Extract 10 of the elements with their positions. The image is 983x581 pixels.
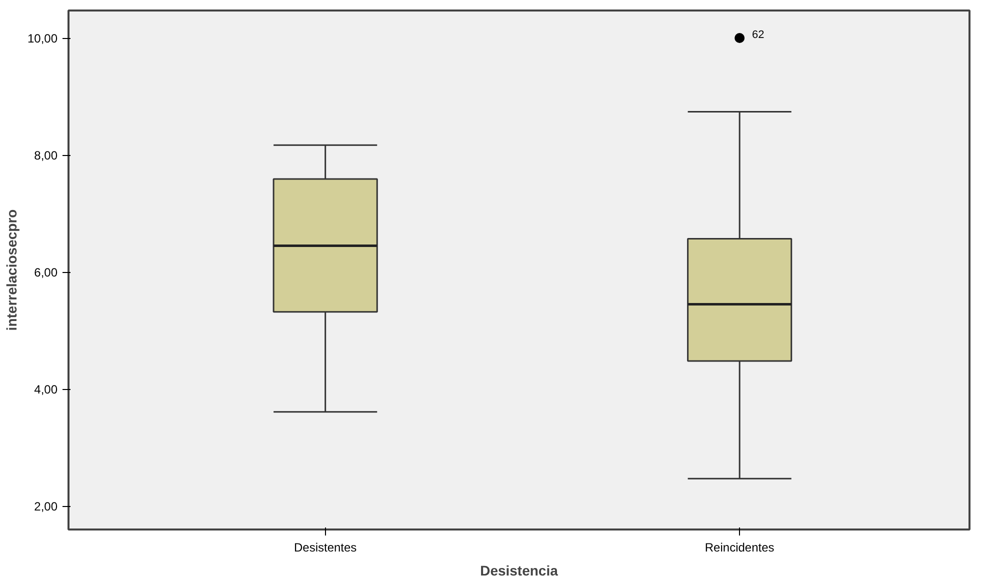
y-tick-label: 4,00 [34,382,58,397]
y-axis-title: interrelaciosecpro [3,209,20,331]
annotation: 62 [752,29,764,41]
y-tick-label: 6,00 [34,266,58,280]
x-tick-label: Desistentes [294,540,357,554]
y-tick-label: 2,00 [34,500,58,514]
y-tick-label: 10,00 [27,32,58,46]
x-axis-title: Desistencia [480,562,558,578]
y-tick-label: 8,00 [34,148,58,163]
x-tick-label: Reincidentes [704,540,774,554]
